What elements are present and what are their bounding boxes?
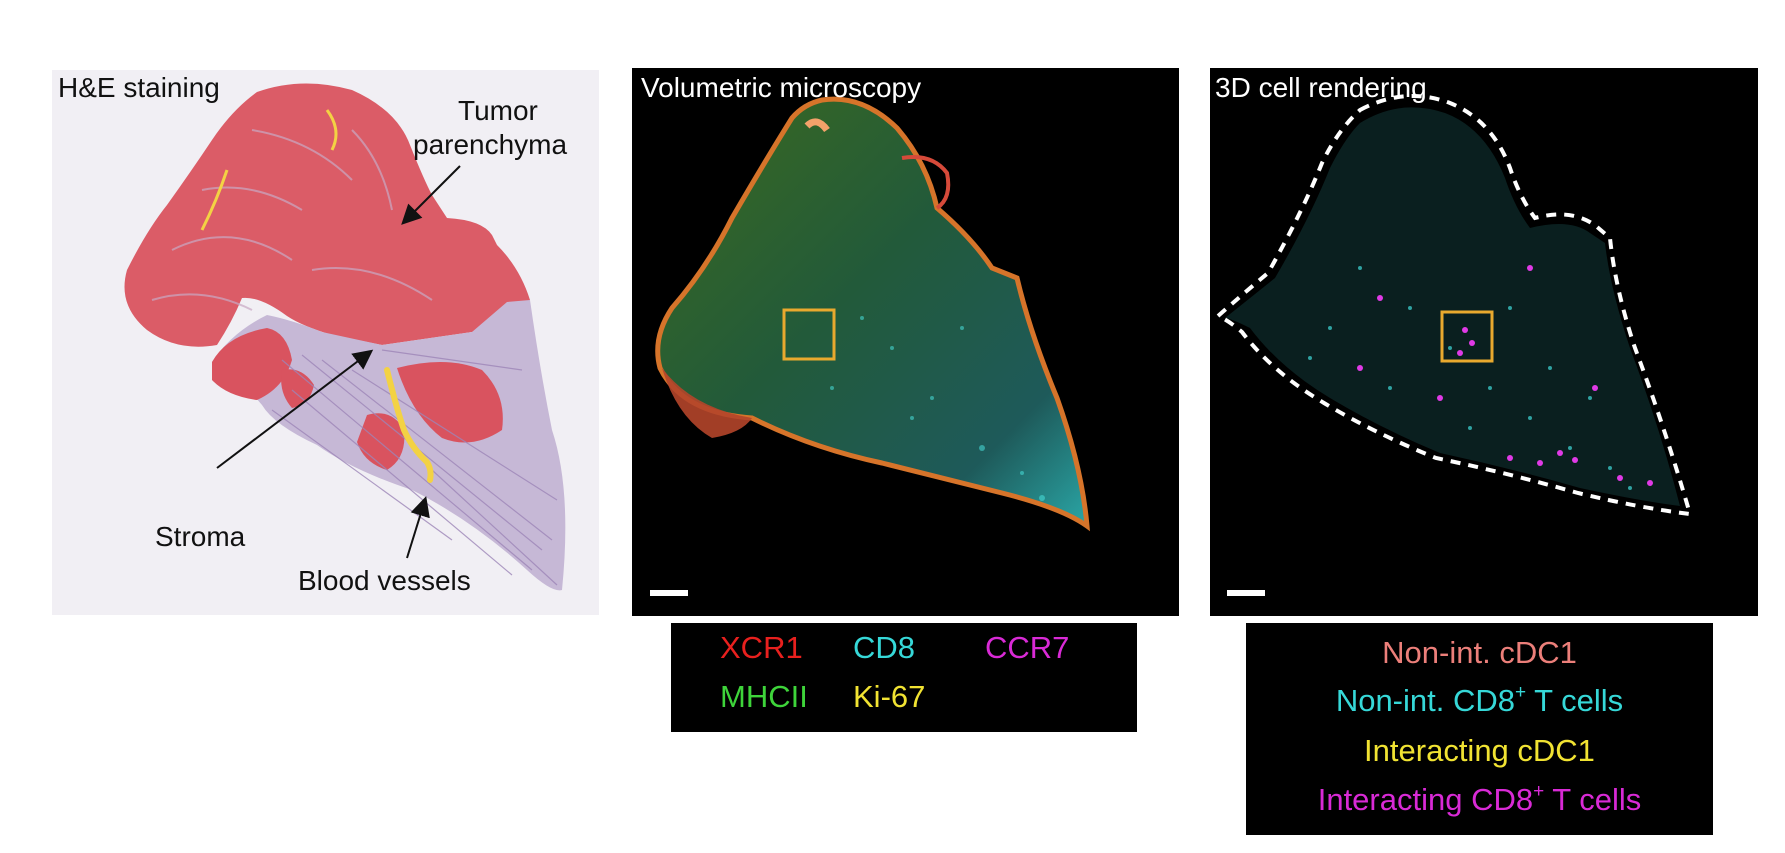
cd8-cell-dots (1308, 266, 1632, 490)
volumetric-tissue (655, 96, 1090, 532)
he-lower-lobe (212, 328, 292, 400)
stroma-arrow (216, 349, 374, 469)
interacting-cell-dots (1357, 265, 1653, 486)
volumetric-scale-bar (650, 590, 688, 596)
cell-types-legend: Non-int. cDC1 Non-int. CD8+ T cells Inte… (1246, 623, 1713, 835)
volumetric-tissue-image (650, 96, 1090, 596)
tumor-arrow (401, 165, 461, 225)
cell-roi-box (1440, 310, 1494, 363)
he-title: H&E staining (58, 72, 220, 103)
legend-non-int-cd8-text: Non-int. CD8 (1335, 683, 1515, 718)
he-stroma-texture (271, 349, 558, 586)
legend-interacting-cd8: Interacting CD8+ T cells (1246, 782, 1713, 818)
cell-rendering-panel: 3D cell rendering (1210, 68, 1758, 616)
legend-mhcii: MHCII (720, 679, 808, 714)
legend-xcr1: XCR1 (720, 630, 803, 665)
he-blood-vessel (384, 367, 434, 483)
legend-non-int-cd8-sup: + (1515, 682, 1527, 703)
legend-ki67: Ki-67 (853, 679, 926, 714)
legend-non-int-cd8: Non-int. CD8+ T cells (1246, 683, 1713, 719)
legend-non-int-cdc1-text: Non-int. cDC1 (1382, 635, 1577, 670)
stroma-label: Stroma (155, 521, 246, 552)
legend-ccr7: CCR7 (985, 630, 1070, 665)
legend-interacting-cd8-text: Interacting CD8 (1317, 782, 1534, 817)
volumetric-speckle (830, 316, 1045, 501)
legend-interacting-cdc1: Interacting cDC1 (1246, 733, 1713, 769)
legend-non-int-cd8-suffix: T cells (1526, 683, 1624, 718)
legend-non-int-cdc1: Non-int. cDC1 (1246, 635, 1713, 671)
volumetric-roi-box (782, 308, 836, 361)
tumor-label-line2: parenchyma (413, 129, 568, 160)
legend-cd8: CD8 (853, 630, 916, 665)
blood-vessels-label: Blood vessels (298, 565, 471, 596)
legend-interacting-cdc1-text: Interacting cDC1 (1364, 733, 1595, 768)
cell-scale-bar (1227, 590, 1265, 596)
he-tissue-image (124, 83, 566, 591)
cell-tissue (1225, 107, 1680, 506)
legend-interacting-cd8-sup: + (1533, 781, 1545, 802)
volumetric-title: Volumetric microscopy (641, 72, 922, 103)
markers-legend: XCR1 CD8 CCR7 MHCII Ki-67 (671, 623, 1137, 732)
cell-rendering-title: 3D cell rendering (1215, 72, 1427, 103)
he-staining-panel: H&E staining Tumor parenchyma Stroma Blo… (52, 70, 599, 615)
volumetric-microscopy-panel: Volumetric microscopy (632, 68, 1179, 616)
tissue-outline-dashed (1214, 93, 1693, 517)
he-tumor-texture (151, 129, 433, 311)
tumor-label-line1: Tumor (458, 95, 538, 126)
legend-interacting-cd8-suffix: T cells (1544, 782, 1642, 817)
he-upper-lobe (124, 83, 530, 347)
vessel-arrow (406, 496, 430, 559)
cell-rendering-image (1214, 93, 1693, 596)
